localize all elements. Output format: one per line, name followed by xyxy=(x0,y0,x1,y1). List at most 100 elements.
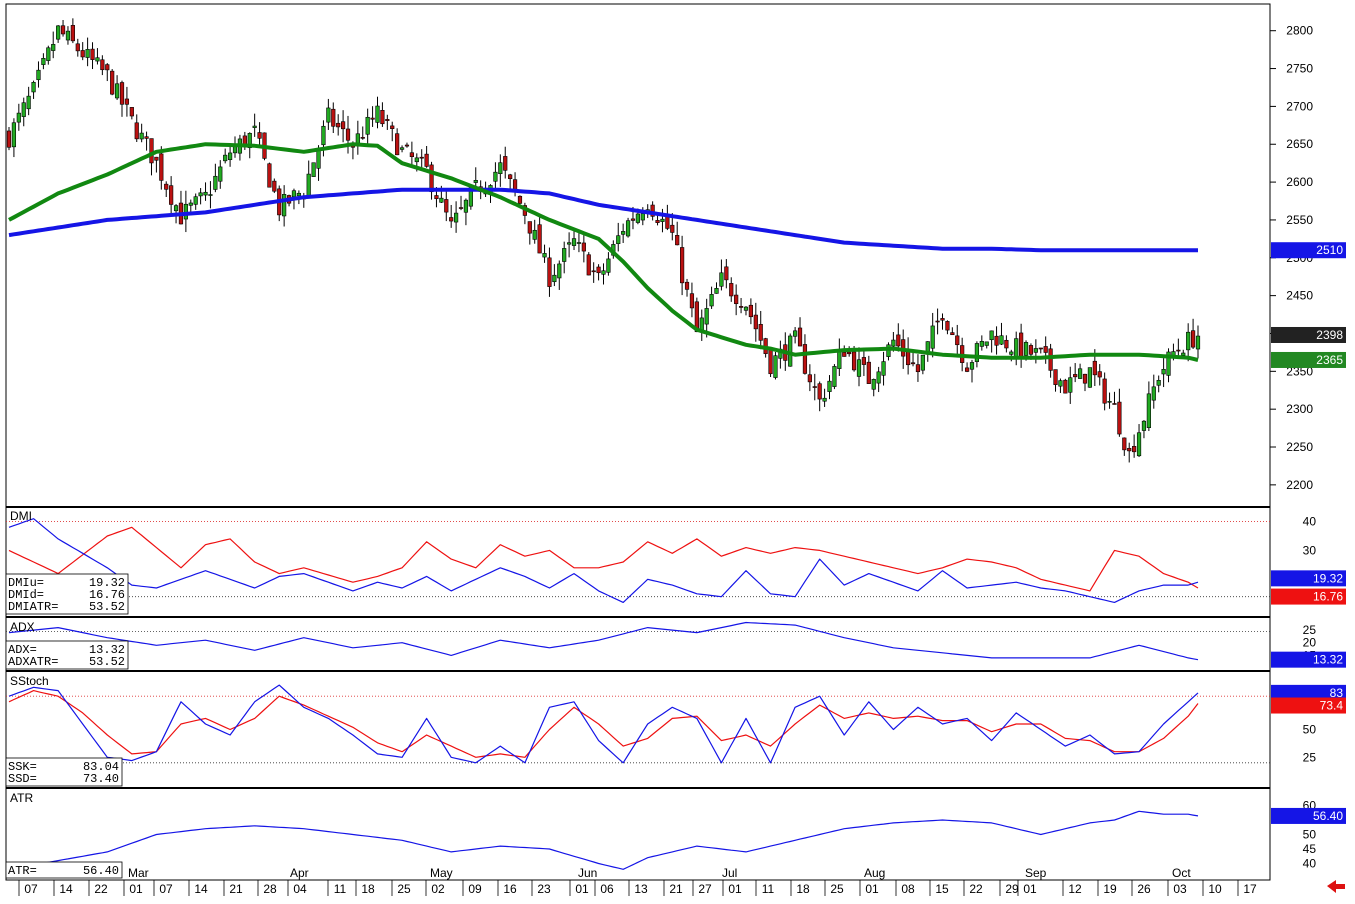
candle xyxy=(493,162,498,189)
candle xyxy=(498,154,503,187)
price-tick-label: 2450 xyxy=(1286,289,1313,303)
dmi-panel: 40 30 DMIu= 19.32 DMId= 16.76 DMIATR= 53.52 xyxy=(5,515,1316,615)
day-label: 26 xyxy=(1137,882,1151,896)
candle xyxy=(1176,338,1181,356)
day-label: 25 xyxy=(830,882,844,896)
day-label: 01 xyxy=(1023,882,1037,896)
readout-box xyxy=(5,640,129,670)
candle xyxy=(429,161,434,200)
candle xyxy=(930,312,935,358)
candle xyxy=(208,181,213,209)
candle xyxy=(1136,424,1142,458)
candle xyxy=(473,167,478,187)
candle xyxy=(950,327,955,336)
candle xyxy=(31,80,36,99)
candle xyxy=(689,282,695,318)
candle xyxy=(183,190,188,233)
candle xyxy=(758,310,763,350)
price-tick-label: 2300 xyxy=(1286,402,1313,416)
day-label: 13 xyxy=(634,882,648,896)
candle xyxy=(409,141,414,165)
candle xyxy=(105,63,110,82)
candle xyxy=(621,223,626,243)
candle xyxy=(974,341,980,368)
day-label: 10 xyxy=(1208,882,1222,896)
day-label: 21 xyxy=(229,882,243,896)
candle xyxy=(999,322,1004,345)
price-tick-label: 2750 xyxy=(1286,62,1313,76)
candle xyxy=(6,127,12,151)
candle xyxy=(832,364,837,390)
candle xyxy=(596,264,601,281)
candle xyxy=(989,330,994,353)
ma-long-badge: 2510 xyxy=(1271,242,1346,259)
day-label: 14 xyxy=(59,882,73,896)
candle xyxy=(267,162,272,188)
day-label: 01 xyxy=(575,882,589,896)
day-label: 08 xyxy=(901,882,915,896)
candle xyxy=(527,221,532,245)
candle xyxy=(399,145,405,153)
candle xyxy=(169,176,174,215)
candle xyxy=(1063,378,1068,394)
price-tick-label: 2800 xyxy=(1286,24,1313,38)
candle xyxy=(159,146,164,190)
candle xyxy=(463,198,469,226)
candle xyxy=(871,378,876,397)
candle xyxy=(16,103,21,131)
candle xyxy=(424,145,429,168)
readout-value: 73.40 xyxy=(83,772,119,786)
candle xyxy=(945,320,950,335)
readout-box xyxy=(5,861,123,879)
candle xyxy=(95,48,100,65)
candle xyxy=(458,195,464,211)
day-label: 01 xyxy=(865,882,879,896)
candle xyxy=(1181,349,1186,356)
candle xyxy=(336,114,341,136)
candle xyxy=(910,350,916,367)
candle xyxy=(1112,391,1117,405)
candle xyxy=(213,163,218,193)
candle xyxy=(1077,363,1083,379)
candle xyxy=(134,114,139,143)
candle xyxy=(75,38,80,57)
candle xyxy=(940,313,945,330)
candle xyxy=(955,324,960,356)
readout-value: 53.52 xyxy=(89,600,125,614)
readout-label: SSK= xyxy=(8,760,37,774)
candle xyxy=(571,228,577,251)
day-label: 22 xyxy=(94,882,108,896)
scroll-left-arrow-icon[interactable] xyxy=(1327,880,1345,893)
day-label: 09 xyxy=(468,882,482,896)
candle xyxy=(272,178,277,194)
readout-label: DMIATR= xyxy=(8,600,58,614)
candle xyxy=(729,277,734,302)
candle xyxy=(576,230,582,253)
candle xyxy=(984,341,989,349)
readout-value: 13.32 xyxy=(89,643,125,657)
stochastic-panel: 50 25 SSK= 83.04 SSD= 73.40 xyxy=(5,684,1317,787)
month-label: Sep xyxy=(1025,866,1047,880)
candle xyxy=(340,110,346,143)
candle xyxy=(360,126,365,140)
candle xyxy=(537,213,542,254)
candle xyxy=(56,25,61,43)
candle xyxy=(591,262,596,283)
candle xyxy=(390,121,395,142)
candle xyxy=(532,219,537,244)
candle xyxy=(1097,364,1102,386)
month-label: May xyxy=(430,866,453,880)
candle xyxy=(203,182,208,201)
candle xyxy=(866,355,871,384)
candle xyxy=(606,252,611,276)
indicator-tick-label: 45 xyxy=(1303,842,1317,856)
readout-label: ADX= xyxy=(8,643,37,657)
candle xyxy=(85,37,90,67)
candle xyxy=(1073,363,1078,383)
candle xyxy=(625,217,631,238)
candle xyxy=(149,138,154,176)
indicator-tick-label: 25 xyxy=(1303,750,1317,764)
candle xyxy=(51,31,56,59)
indicator-tick-label: 50 xyxy=(1303,723,1317,737)
day-label: 11 xyxy=(762,882,775,896)
